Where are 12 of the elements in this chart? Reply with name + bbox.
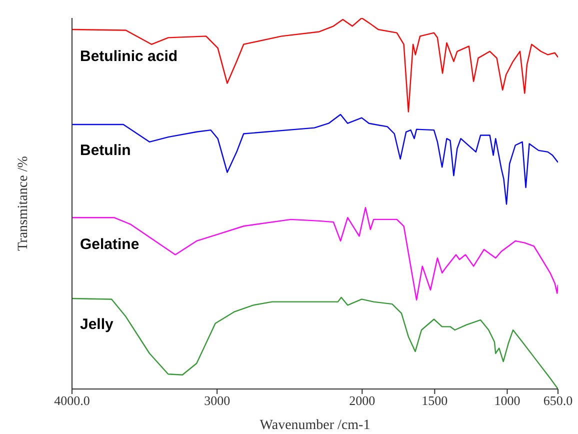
x-tick-label: 2000 (349, 393, 376, 408)
x-tick-label: 1000 (494, 393, 520, 408)
x-axis-title: Wavenumber /cm-1 (260, 418, 370, 433)
y-axis-title: Transmitance /% (16, 156, 31, 251)
x-tick-label: 1500 (422, 393, 448, 408)
series-label: Gelatine (80, 236, 140, 253)
series-label: Betulinic acid (80, 48, 178, 64)
x-tick-label: 4000.0 (54, 393, 90, 408)
series-label: Betulin (80, 142, 131, 160)
series-label: Jelly (80, 316, 114, 334)
x-tick-label: 650.0 (543, 393, 573, 408)
x-tick-label: 3000 (204, 393, 230, 408)
